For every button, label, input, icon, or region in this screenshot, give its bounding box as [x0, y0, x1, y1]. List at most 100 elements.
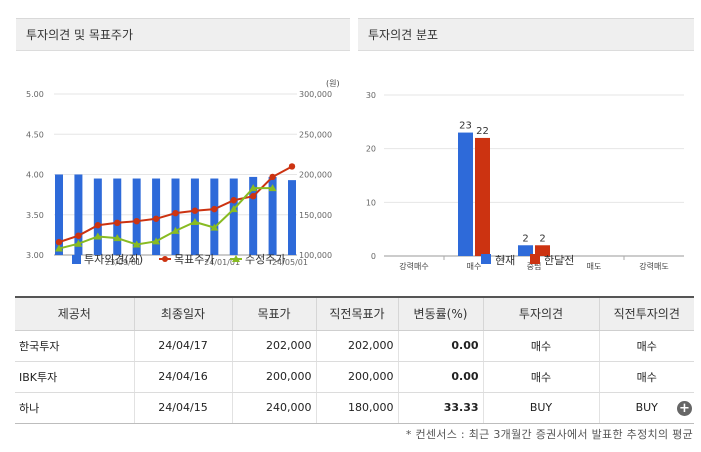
data-label: 2: [522, 233, 528, 244]
prev-opinion-cell: 매수: [598, 361, 694, 393]
legend-swatch: [232, 255, 240, 262]
adjusted-price-point: [210, 223, 219, 231]
adjusted-price-point: [171, 226, 180, 234]
change-cell: 33.33: [397, 392, 483, 424]
opinion-bar: [249, 176, 258, 255]
y-right-tick-label: 250,000: [299, 130, 332, 139]
distribution-bar: [535, 245, 550, 256]
y-right-tick-label: 150,000: [299, 211, 332, 220]
unit-label: (원): [326, 79, 340, 88]
target-price-point: [152, 215, 160, 222]
opinion-bar: [229, 178, 238, 255]
legend-swatch: [481, 254, 491, 264]
adjusted-price-point: [55, 244, 63, 252]
x-tick-label: 강력매도: [639, 261, 668, 271]
legend-label: 목표주가: [174, 253, 214, 266]
data-label: 2: [539, 233, 545, 244]
target-price-point: [133, 217, 140, 225]
broker-estimates-table: 제공처 최종일자 목표가 직전목표가 변동률(%) 투자의견 직전투자의견 한국…: [15, 296, 694, 424]
prev-target-cell: 180,000: [315, 392, 398, 424]
col-header-date: 최종일자: [133, 296, 232, 331]
opinion-bar: [288, 180, 296, 255]
target-price-point: [288, 163, 296, 170]
legend-swatch: [72, 255, 81, 264]
y-right-tick-label: 200,000: [299, 171, 332, 180]
change-cell: 0.00: [397, 361, 483, 393]
adjusted-price-point: [113, 234, 122, 242]
adjusted-price-point: [152, 237, 161, 245]
panel-title: 투자의견 및 목표주가: [16, 19, 350, 51]
provider-cell: IBK투자: [15, 361, 134, 393]
opinion-bar: [268, 176, 277, 255]
target-price-point: [75, 232, 82, 239]
consensus-footnote: * 컨센서스 : 최근 3개월간 증권사에서 발표한 추정치의 평균: [405, 428, 693, 441]
opinion-cell: 매수: [482, 330, 599, 362]
table-header-row: 제공처 최종일자 목표가 직전목표가 변동률(%) 투자의견 직전투자의견: [15, 296, 694, 331]
date-cell: 24/04/17: [133, 330, 232, 362]
target-cell: 202,000: [231, 330, 316, 362]
prev-opinion-cell: BUY +: [598, 392, 694, 424]
x-tick-label: 매수: [467, 262, 482, 271]
opinion-bar: [190, 178, 199, 255]
opinion-cell: 매수: [482, 361, 599, 393]
y-tick-label: 30: [366, 91, 376, 100]
adjusted-price-point: [74, 239, 83, 247]
legend-swatch: [530, 254, 540, 264]
col-header-provider: 제공처: [15, 296, 134, 331]
adjusted-price-point: [132, 240, 141, 248]
x-tick-label: 매도: [587, 262, 602, 271]
x-tick-label: 중립: [527, 262, 542, 271]
opinion-distribution-panel: 투자의견 분포 30 20 10 0 강력매수 매수 중립 매도 강력매도 23 2 22 2 현재 한달전: [358, 18, 694, 271]
x-tick-label: 23/09/01: [105, 258, 141, 267]
chart-area: 5.00 4.50 4.00 3.50 3.00 300,000 250,000 200,00…: [16, 52, 350, 270]
panel-title: 투자의견 분포: [358, 19, 694, 51]
x-tick-label: 강력매수: [399, 261, 428, 271]
target-price-point: [249, 193, 257, 200]
opinion-bar: [171, 178, 180, 255]
date-cell: 24/04/15: [133, 392, 232, 424]
col-header-target: 목표가: [231, 296, 316, 331]
prev-opinion-value: BUY: [635, 401, 658, 414]
adjusted-price-point: [190, 217, 199, 225]
target-price-point: [114, 219, 121, 226]
legend-label: 투자의견(좌): [84, 253, 143, 266]
distribution-bar: [475, 137, 490, 256]
y-right-tick-label: 100,000: [299, 251, 332, 260]
legend-swatch: [162, 256, 168, 262]
table-row: 한국투자 24/04/17 202,000 202,000 0.00 매수 매수: [15, 330, 694, 362]
y-left-tick-label: 4.50: [26, 130, 44, 139]
table-row: IBK투자 24/04/16 200,000 200,000 0.00 매수 매…: [15, 361, 694, 393]
y-right-tick-label: 300,000: [299, 90, 332, 99]
adjusted-price-point: [249, 184, 258, 192]
prev-target-cell: 200,000: [315, 361, 398, 393]
legend-label: 한달전: [544, 254, 574, 267]
change-cell: 0.00: [397, 330, 483, 362]
expand-plus-icon[interactable]: +: [677, 400, 692, 416]
distribution-bar: [518, 245, 533, 256]
provider-cell: 하나: [15, 392, 134, 424]
target-price-point: [172, 209, 179, 217]
x-tick-label: 24/05/01: [272, 258, 308, 267]
col-header-prev-opinion: 직전투자의견: [598, 296, 694, 331]
y-left-tick-label: 3.50: [26, 211, 44, 220]
target-price-point: [211, 205, 218, 213]
y-tick-label: 20: [366, 145, 376, 154]
target-price-point: [94, 222, 102, 229]
opinion-target-price-panel: 투자의견 및 목표주가 5.00 4.50 4.00 3.50 3.00 300,000 2…: [16, 18, 350, 270]
opinion-bar: [93, 178, 102, 255]
prev-opinion-cell: 매수: [598, 330, 694, 362]
opinion-cell: BUY: [482, 392, 599, 424]
data-label: 22: [476, 126, 489, 137]
table-row: 하나 24/04/15 240,000 180,000 33.33 BUY BU…: [15, 392, 694, 424]
target-price-point: [269, 173, 276, 181]
provider-cell: 한국투자: [15, 330, 134, 362]
y-left-tick-label: 3.00: [26, 251, 44, 260]
chart-area: 30 20 10 0 강력매수 매수 중립 매도 강력매도 23 2 22 2 현재 한달전: [358, 52, 694, 271]
opinion-bar: [74, 174, 83, 255]
adjusted-price-point: [93, 232, 102, 240]
data-label: 23: [459, 121, 472, 132]
opinion-bar: [55, 174, 63, 255]
target-price-point: [191, 207, 199, 214]
y-left-tick-label: 4.00: [26, 171, 44, 180]
